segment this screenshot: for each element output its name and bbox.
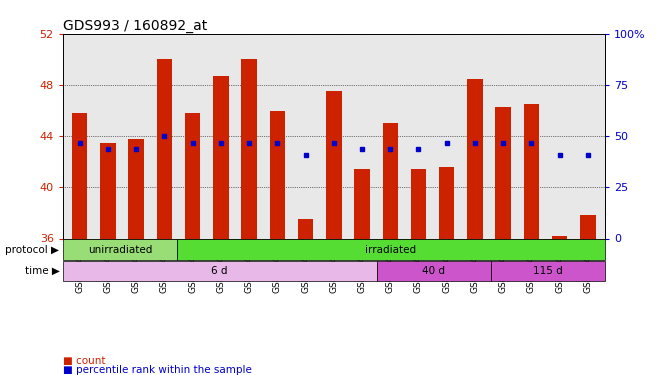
Bar (100, 142, 116, 238)
Text: irradiated: irradiated (366, 244, 416, 255)
Bar (213, 76, 229, 238)
Text: 115 d: 115 d (533, 266, 563, 276)
Text: unirradiated: unirradiated (88, 244, 152, 255)
Bar (524, 104, 539, 238)
Text: protocol ▶: protocol ▶ (5, 244, 59, 255)
Bar (552, 236, 567, 238)
Bar (580, 216, 596, 238)
Text: 6 d: 6 d (212, 266, 228, 276)
Bar (377, 261, 490, 281)
Bar (383, 123, 398, 238)
Bar (72, 113, 87, 238)
Bar (439, 167, 455, 238)
Bar (496, 107, 511, 238)
Bar (326, 92, 342, 238)
Bar (63, 239, 177, 260)
Bar (241, 59, 257, 238)
Bar (467, 78, 483, 239)
Bar (63, 261, 377, 281)
Bar (270, 111, 285, 238)
Bar (157, 59, 172, 238)
Text: GDS993 / 160892_at: GDS993 / 160892_at (63, 19, 207, 33)
Bar (128, 139, 144, 238)
Text: 40 d: 40 d (422, 266, 445, 276)
Bar (410, 170, 426, 238)
Bar (490, 261, 605, 281)
Text: time ▶: time ▶ (24, 266, 59, 276)
Bar (354, 170, 369, 238)
Bar (185, 113, 200, 238)
Text: ■ percentile rank within the sample: ■ percentile rank within the sample (63, 365, 252, 375)
Text: ■ count: ■ count (63, 356, 105, 366)
Bar (177, 239, 605, 260)
Bar (298, 219, 313, 239)
